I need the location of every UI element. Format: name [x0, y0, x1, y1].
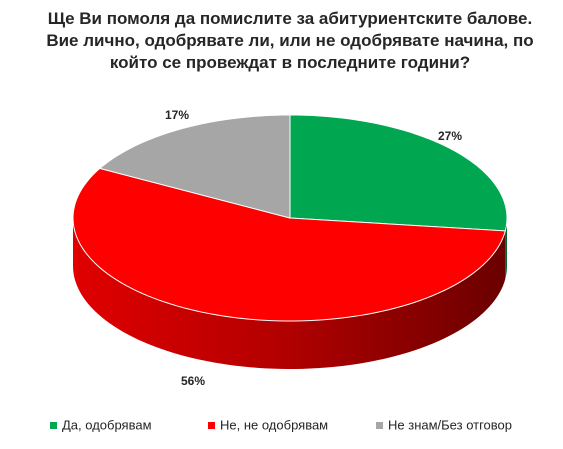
legend-label: Не, не одобрявам	[220, 417, 328, 432]
legend-marker	[376, 422, 383, 429]
legend-label: Не знам/Без отговор	[388, 417, 512, 432]
chart-title: Ще Ви помоля да помислите за абитуриентс…	[46, 9, 534, 72]
slice-side	[73, 218, 506, 369]
legend-marker	[50, 422, 57, 429]
slice-side	[505, 218, 507, 279]
slice	[72, 167, 506, 322]
data-label: 17%	[165, 108, 189, 122]
legend-marker	[208, 422, 215, 429]
data-label: 27%	[438, 129, 462, 143]
slice	[98, 114, 291, 219]
slice	[289, 114, 508, 232]
data-label: 56%	[181, 374, 205, 388]
legend-label: Да, одобрявам	[62, 417, 152, 432]
